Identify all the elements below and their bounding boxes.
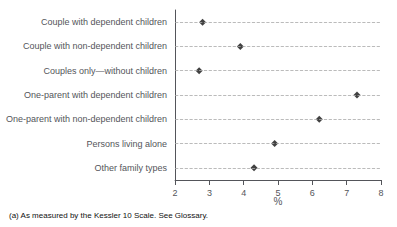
svg-text:8: 8 <box>378 188 383 198</box>
svg-text:4: 4 <box>241 188 246 198</box>
svg-text:2: 2 <box>173 188 178 198</box>
svg-text:Couples only—without children: Couples only—without children <box>44 66 168 76</box>
svg-text:(a) As measured by the Kessler: (a) As measured by the Kessler 10 Scale.… <box>9 211 208 220</box>
svg-text:5: 5 <box>276 188 281 198</box>
svg-text:One-parent with dependent chil: One-parent with dependent children <box>24 90 167 100</box>
svg-text:3: 3 <box>207 188 212 198</box>
svg-text:Other family types: Other family types <box>95 163 168 173</box>
svg-text:7: 7 <box>344 188 349 198</box>
svg-text:One-parent with non-dependent: One-parent with non-dependent children <box>6 114 167 124</box>
svg-text:Couple with non-dependent chil: Couple with non-dependent children <box>23 41 167 51</box>
svg-text:6: 6 <box>310 188 315 198</box>
svg-text:Couple with dependent children: Couple with dependent children <box>41 17 167 27</box>
svg-text:Persons living alone: Persons living alone <box>87 139 168 149</box>
